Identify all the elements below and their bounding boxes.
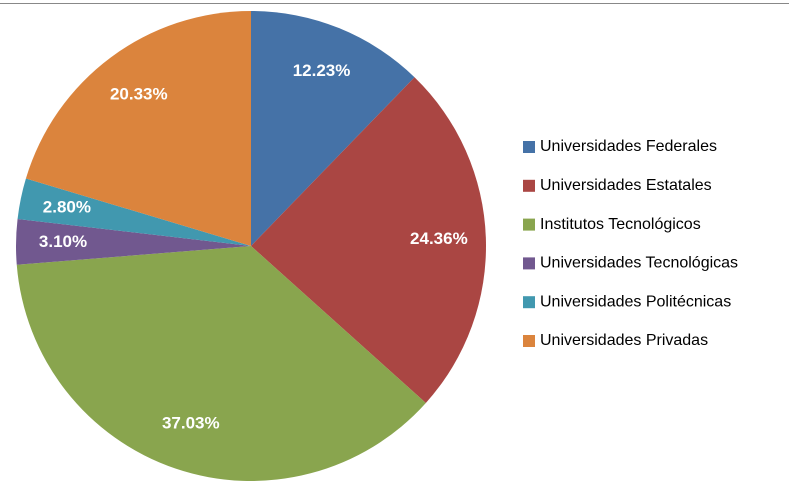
pie-slice: [16, 246, 426, 482]
pie-slice: [25, 11, 251, 246]
legend-swatch: [523, 335, 535, 347]
legend-label: Institutos Tecnológicos: [540, 216, 701, 233]
data-label: 2.80%: [43, 198, 91, 217]
legend-swatch: [523, 257, 535, 270]
legend-swatch: [523, 141, 535, 153]
legend-label: Universidades Estatales: [540, 177, 712, 194]
data-label: 20.33%: [110, 85, 168, 104]
legend-swatch: [523, 218, 535, 231]
pie-slice: [17, 178, 252, 246]
pie-slice: [16, 218, 251, 265]
legend-label: Universidades Federales: [540, 138, 717, 155]
pie-slice: [251, 11, 415, 246]
legend-label: Universidades Privadas: [540, 332, 708, 349]
data-label: 24.36%: [410, 229, 468, 248]
legend-label: Universidades Politécnicas: [540, 293, 731, 310]
legend-swatch: [523, 296, 535, 309]
legend-label: Universidades Tecnológicas: [540, 255, 738, 272]
pie-slice: [251, 77, 486, 404]
data-label: 3.10%: [39, 232, 87, 251]
legend-swatch: [523, 179, 535, 192]
data-label: 12.23%: [293, 61, 351, 80]
data-label: 37.03%: [162, 414, 220, 433]
